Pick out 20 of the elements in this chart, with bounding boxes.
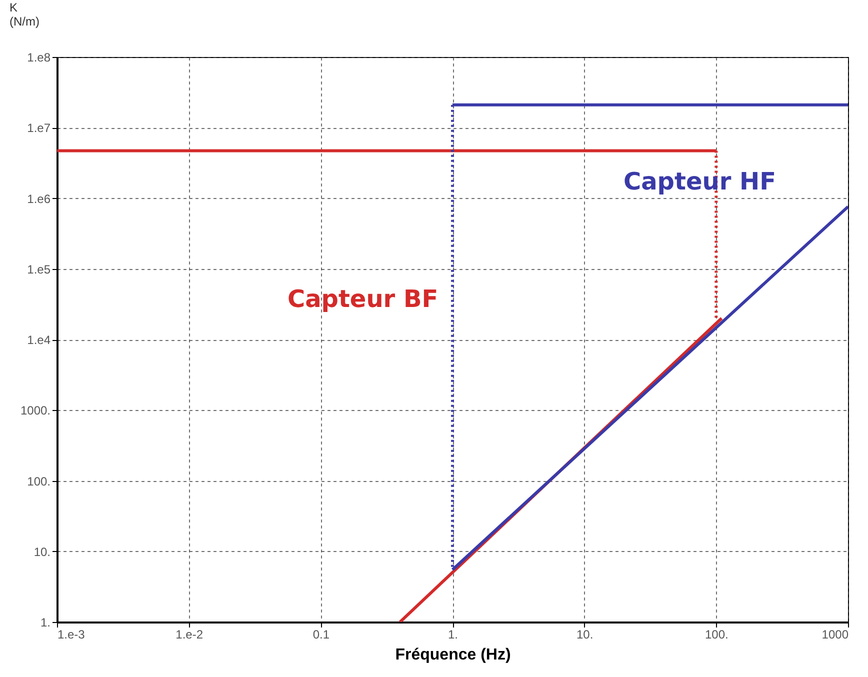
x-tick-label: 100. (704, 628, 728, 642)
text: Capteur HF (624, 168, 776, 196)
y-tick-label: 1.e5 (27, 262, 51, 276)
x-axis-title: Fréquence (Hz) (395, 646, 511, 664)
text: Capteur BF (287, 285, 438, 314)
x-tick-label: 10. (576, 628, 594, 642)
x-tick-label: 1.e-2 (176, 628, 204, 642)
y-tick-label: 1.e7 (27, 121, 51, 136)
y-tick-label: 1.e4 (27, 333, 51, 347)
y-axis-title: K (N/m) (10, 0, 40, 28)
y-tick-label: 10. (34, 544, 50, 559)
y-tick-label: 1000. (20, 404, 50, 418)
x-tick-label: 1.e-3 (58, 628, 86, 642)
y-tick-label: 1.e6 (27, 192, 51, 206)
y-tick-label: 1.e8 (27, 50, 51, 64)
y-tick-label: 1. (40, 616, 50, 630)
x-tick-label: 1. (448, 628, 458, 642)
x-tick-label: 0.1 (312, 628, 330, 642)
x-tick-label: 1000 (822, 628, 849, 642)
y-tick-label: 100. (27, 474, 50, 488)
